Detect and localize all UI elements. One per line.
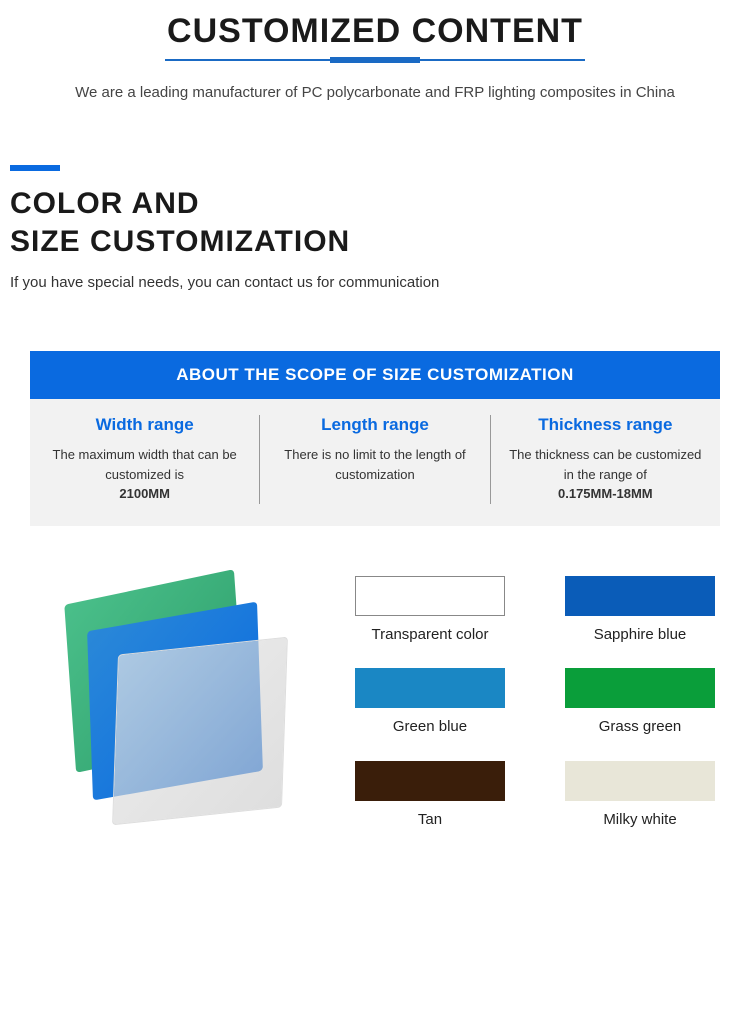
scope-text-pre: The thickness can be customized in the r… [509,447,701,482]
swatch-label: Green blue [340,718,520,735]
accent-bar [10,165,60,171]
swatch-item: Transparent color [340,576,520,651]
customization-section: COLOR AND SIZE CUSTOMIZATION If you have… [0,165,750,291]
swatch-box [565,761,715,801]
title-line2: SIZE CUSTOMIZATION [10,225,350,258]
swatch-box [355,761,505,801]
swatch-label: Grass green [550,718,730,735]
swatch-item: Tan [340,761,520,836]
title-underline [165,59,585,61]
swatch-item: Milky white [550,761,730,836]
section-title: COLOR AND SIZE CUSTOMIZATION [10,185,740,260]
swatch-label: Tan [340,811,520,828]
scope-col-text: The thickness can be customized in the r… [509,445,702,504]
swatch-box [355,668,505,708]
swatch-label: Transparent color [340,626,520,643]
scope-col-text: The maximum width that can be customized… [48,445,241,504]
scope-col-title: Thickness range [509,415,702,435]
scope-col-length: Length range There is no limit to the le… [259,415,489,504]
scope-col-title: Length range [278,415,471,435]
swatch-box [565,576,715,616]
scope-box: ABOUT THE SCOPE OF SIZE CUSTOMIZATION Wi… [30,351,720,526]
section-subtitle: If you have special needs, you can conta… [10,274,740,291]
scope-text-pre: The maximum width that can be customized… [53,447,237,482]
swatch-label: Sapphire blue [550,626,730,643]
scope-text-pre: There is no limit to the length of custo… [284,447,465,482]
swatch-box [355,576,505,616]
swatch-grid: Transparent color Sapphire blue Green blue… [320,576,730,836]
page-subtitle: We are a leading manufacturer of PC poly… [0,81,750,105]
swatch-item: Green blue [340,668,520,743]
swatch-item: Sapphire blue [550,576,730,651]
swatch-item: Grass green [550,668,730,743]
page-title: CUSTOMIZED CONTENT [0,12,750,51]
scope-body: Width range The maximum width that can b… [30,399,720,526]
swatch-label: Milky white [550,811,730,828]
sheet-clear [112,636,288,825]
sheet-illustration [20,576,320,836]
swatch-box [565,668,715,708]
scope-text-bold: 0.175MM-18MM [558,486,653,501]
scope-col-title: Width range [48,415,241,435]
scope-col-width: Width range The maximum width that can b… [30,415,259,504]
scope-col-text: There is no limit to the length of custo… [278,445,471,484]
scope-col-thickness: Thickness range The thickness can be cus… [490,415,720,504]
colors-section: Transparent color Sapphire blue Green blue… [0,576,750,866]
scope-header: ABOUT THE SCOPE OF SIZE CUSTOMIZATION [30,351,720,399]
scope-text-bold: 2100MM [119,486,170,501]
title-line1: COLOR AND [10,187,200,220]
